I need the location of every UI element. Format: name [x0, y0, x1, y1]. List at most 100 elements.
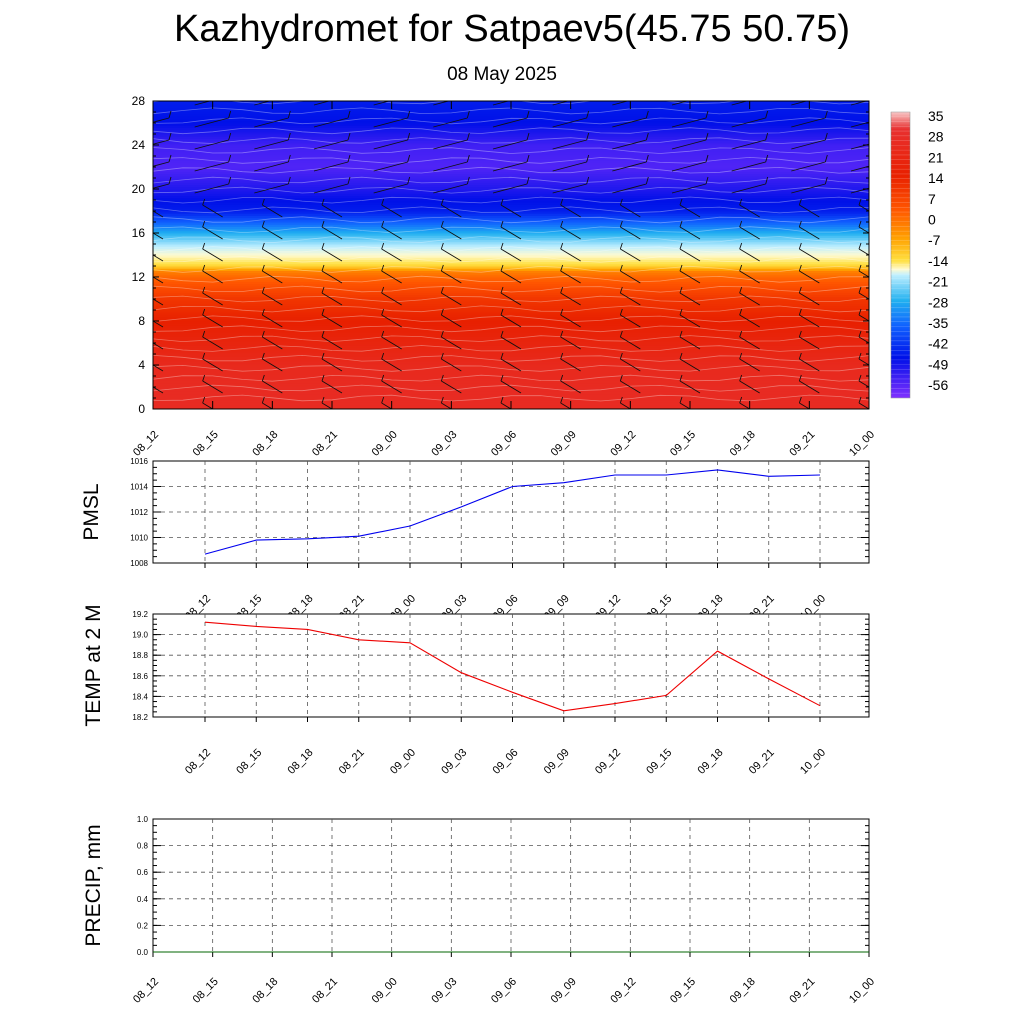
wind-barb — [500, 330, 522, 350]
colorbar-label: 0 — [928, 212, 936, 228]
wind-barb — [440, 286, 462, 306]
x-tick-label: 08_18 — [250, 976, 280, 1006]
heatmap-band — [153, 199, 869, 203]
wind-barb — [798, 352, 820, 372]
heatmap-band — [153, 382, 869, 386]
heatmap-band — [153, 296, 869, 300]
wind-barb — [679, 286, 701, 306]
wind-barb — [619, 286, 641, 306]
series-line — [204, 621, 821, 712]
wind-barb — [321, 220, 343, 240]
heatmap-band — [153, 203, 869, 208]
wind-barb — [552, 154, 590, 172]
wind-barb — [612, 176, 649, 194]
y-tick-label: 0.8 — [137, 842, 149, 851]
y-tick-label: 18.8 — [132, 651, 148, 660]
heatmap-band — [153, 168, 869, 172]
wind-barb — [679, 308, 701, 328]
wind-barb — [202, 330, 223, 350]
chart-subtitle: 08 May 2025 — [447, 64, 557, 85]
heatmap-band — [153, 232, 869, 236]
y-tick-label: 0.4 — [137, 895, 149, 904]
wind-barb — [731, 176, 769, 194]
y-tick-label: 1010 — [130, 534, 148, 543]
wind-barb — [202, 396, 214, 409]
y-tick-label: 1008 — [130, 559, 148, 568]
heatmap-band — [153, 375, 869, 379]
y-tick-label: 0.6 — [137, 868, 149, 877]
x-tick-label: 09_21 — [747, 747, 777, 777]
wind-barb — [373, 110, 411, 128]
heatmap-band — [153, 234, 869, 238]
wind-barb — [791, 132, 828, 150]
heatmap-band — [153, 395, 869, 399]
heatmap-band — [153, 223, 869, 227]
wind-barb — [381, 374, 402, 394]
heatmap-band — [153, 364, 869, 368]
x-tick-label: 09_06 — [489, 429, 519, 459]
contour-line — [153, 186, 869, 194]
colorbar-label: -35 — [928, 315, 948, 331]
wind-barb — [560, 198, 581, 218]
heatmap-band — [153, 175, 869, 179]
x-tick-label: 09_09 — [542, 747, 572, 777]
wind-barb — [731, 110, 769, 128]
heatmap-band — [153, 157, 869, 161]
wind-barb — [739, 330, 760, 350]
wind-barb — [858, 264, 869, 278]
heatmap-band — [153, 289, 869, 293]
heatmap-band — [153, 162, 869, 166]
contour-line — [153, 256, 869, 263]
heatmap-band — [153, 263, 869, 267]
y-tick-label: 24 — [132, 138, 146, 152]
wind-barb — [194, 110, 232, 128]
colorbar-label: -42 — [928, 336, 948, 352]
heatmap-band — [153, 124, 869, 128]
wind-barb — [254, 110, 291, 128]
heatmap-band — [153, 118, 869, 122]
heatmap-band — [153, 217, 869, 221]
wind-barb — [858, 330, 869, 344]
wind-barb — [153, 254, 164, 262]
colorbar-label: -14 — [928, 253, 948, 269]
heatmap-band — [153, 388, 869, 392]
heatmap-band — [153, 300, 869, 304]
wind-barb — [261, 264, 283, 284]
wind-barb — [552, 176, 590, 194]
wind-barb — [261, 308, 283, 328]
heatmap-band — [153, 137, 869, 142]
wind-barb — [858, 220, 869, 234]
wind-barb — [798, 220, 820, 240]
heatmap-band — [153, 386, 869, 390]
wind-barb — [739, 396, 751, 409]
wind-barb — [619, 198, 641, 218]
heatmap-band — [153, 291, 869, 296]
heatmap-band — [153, 278, 869, 282]
wind-barb — [798, 396, 811, 409]
wind-barb — [153, 276, 164, 284]
heatmap-band — [153, 309, 869, 313]
wind-barb — [500, 352, 522, 372]
wind-barb — [798, 330, 820, 350]
wind-barb — [619, 264, 641, 284]
x-tick-label: 09_00 — [388, 747, 418, 777]
contour-line — [153, 345, 869, 352]
contour-line — [153, 117, 869, 125]
wind-barb — [381, 242, 402, 262]
wind-barb — [858, 286, 869, 300]
wind-barb — [440, 198, 462, 218]
chart-title: Kazhydromet for Satpaev5(45.75 50.75) — [174, 8, 850, 50]
colorbar-label: 21 — [928, 149, 944, 165]
heatmap-band — [153, 298, 869, 302]
heatmap-band — [153, 197, 869, 201]
heatmap-band — [153, 397, 869, 401]
wind-barb — [313, 101, 331, 106]
wind-barb — [739, 220, 760, 240]
wind-barb — [619, 352, 641, 372]
wind-barb — [791, 110, 828, 128]
heatmap-band — [153, 254, 869, 258]
wind-barb — [731, 154, 769, 172]
wind-barb — [254, 132, 291, 150]
wind-barb — [153, 176, 172, 189]
wind-barb — [261, 374, 283, 394]
